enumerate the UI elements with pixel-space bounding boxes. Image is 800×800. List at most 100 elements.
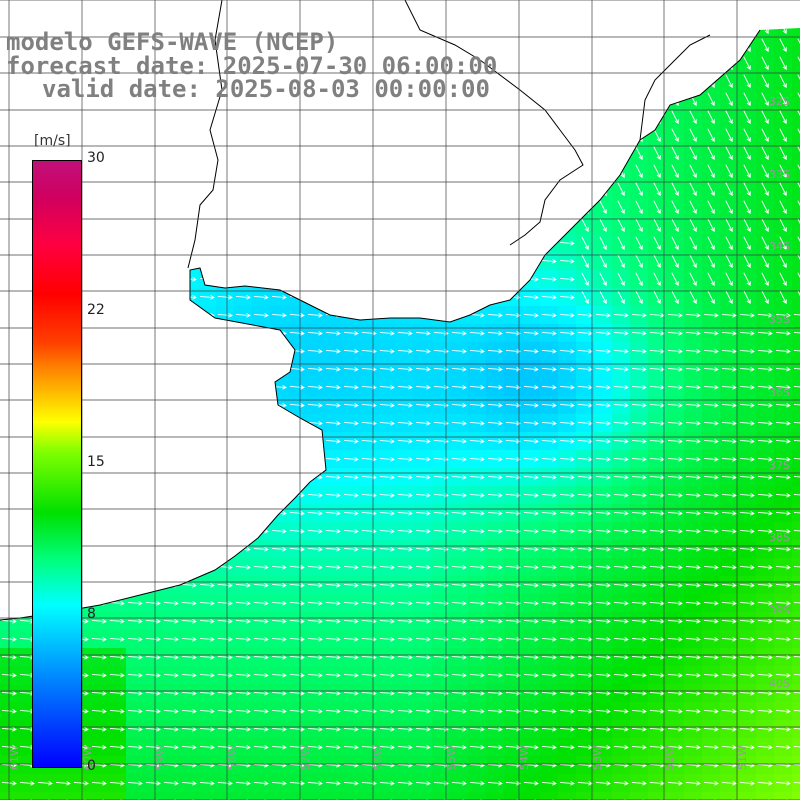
wind-arrow xyxy=(217,600,233,606)
wind-arrow xyxy=(617,236,625,251)
wind-arrow xyxy=(469,438,485,444)
wind-arrow xyxy=(721,582,737,588)
wind-arrow xyxy=(289,780,305,786)
wind-arrow xyxy=(797,128,800,135)
wind-arrow xyxy=(415,636,431,642)
wind-arrow xyxy=(739,744,755,750)
wind-arrow xyxy=(775,366,791,372)
wind-arrow xyxy=(689,200,697,215)
wind-cell xyxy=(702,792,720,800)
wind-cell xyxy=(792,270,800,288)
wind-arrow xyxy=(325,402,341,408)
wind-arrow xyxy=(289,618,305,624)
wind-arrow xyxy=(325,456,341,462)
wind-arrow xyxy=(599,290,607,305)
wind-arrow xyxy=(797,200,800,207)
wind-cell xyxy=(288,792,306,800)
wind-arrow xyxy=(707,290,715,305)
wind-arrow xyxy=(743,254,751,269)
wind-arrow xyxy=(469,492,485,498)
wind-arrow xyxy=(725,200,733,215)
wind-arrow xyxy=(581,272,589,287)
wind-arrow xyxy=(199,636,215,642)
wind-arrow xyxy=(145,708,161,714)
wind-arrow xyxy=(307,636,323,642)
wind-arrow xyxy=(671,182,679,197)
wind-arrow xyxy=(671,164,679,179)
wind-arrow xyxy=(757,726,773,732)
wind-arrow xyxy=(307,600,323,606)
wind-arrow xyxy=(379,618,395,624)
wind-arrow xyxy=(743,56,751,71)
wind-cell xyxy=(792,162,800,180)
wind-arrow xyxy=(253,726,269,732)
wind-arrow xyxy=(127,672,143,678)
wind-arrow xyxy=(613,708,629,714)
wind-arrow xyxy=(689,290,697,305)
wind-arrow xyxy=(91,744,107,750)
wind-arrow xyxy=(595,492,611,498)
wind-arrow xyxy=(757,744,773,750)
wind-arrow xyxy=(757,474,773,480)
wind-arrow xyxy=(325,384,341,390)
wind-cell xyxy=(396,792,414,800)
wind-arrow xyxy=(703,636,719,642)
wind-arrow xyxy=(631,402,647,408)
wind-arrow xyxy=(613,456,629,462)
wind-arrow xyxy=(739,474,755,480)
wind-cell xyxy=(360,792,378,800)
wind-arrow xyxy=(415,420,431,426)
wind-cell xyxy=(378,792,396,800)
wind-arrow xyxy=(253,312,269,318)
wind-arrow xyxy=(397,474,413,480)
latitude-label: 34S xyxy=(769,240,790,253)
wind-arrow xyxy=(505,672,521,678)
wind-arrow xyxy=(775,564,791,570)
wind-arrow xyxy=(127,636,143,642)
model-title: modelo GEFS-WAVE (NCEP) xyxy=(6,28,339,56)
wind-arrow xyxy=(595,510,611,516)
wind-arrow xyxy=(379,528,395,534)
wind-arrow xyxy=(397,384,413,390)
wind-arrow xyxy=(793,349,800,352)
wind-arrow xyxy=(559,240,575,246)
wind-arrow xyxy=(793,331,800,334)
wind-arrow xyxy=(361,672,377,678)
wind-arrow xyxy=(797,92,800,99)
wind-arrow xyxy=(559,366,575,372)
wind-arrow xyxy=(343,438,359,444)
wind-arrow xyxy=(343,402,359,408)
wind-arrow xyxy=(199,780,215,786)
wind-arrow xyxy=(667,708,683,714)
wind-arrow xyxy=(757,510,773,516)
wind-arrow xyxy=(635,272,643,287)
wind-arrow xyxy=(775,420,791,426)
wind-cell xyxy=(144,792,162,800)
wind-arrow xyxy=(469,672,485,678)
wind-arrow xyxy=(685,618,701,624)
wind-arrow xyxy=(559,528,575,534)
wind-arrow xyxy=(757,690,773,696)
wind-arrow xyxy=(361,402,377,408)
wind-cell xyxy=(468,792,486,800)
wind-arrow xyxy=(613,348,629,354)
wind-arrow xyxy=(541,312,557,318)
wind-arrow xyxy=(757,600,773,606)
wind-arrow xyxy=(743,218,751,233)
wind-arrow xyxy=(181,708,197,714)
wind-arrow xyxy=(541,672,557,678)
wind-arrow xyxy=(653,236,661,251)
wind-arrow xyxy=(343,528,359,534)
wind-arrow xyxy=(667,384,683,390)
wind-arrow xyxy=(217,744,233,750)
wind-arrow xyxy=(559,312,575,318)
wind-arrow xyxy=(631,600,647,606)
wind-arrow xyxy=(379,726,395,732)
wind-arrow xyxy=(469,348,485,354)
wind-arrow xyxy=(289,384,305,390)
wind-arrow xyxy=(595,366,611,372)
wind-arrow xyxy=(793,709,800,712)
wind-cell xyxy=(720,792,738,800)
colorbar-unit: [m/s] xyxy=(34,133,71,149)
colorbar-tick: 8 xyxy=(87,606,96,622)
